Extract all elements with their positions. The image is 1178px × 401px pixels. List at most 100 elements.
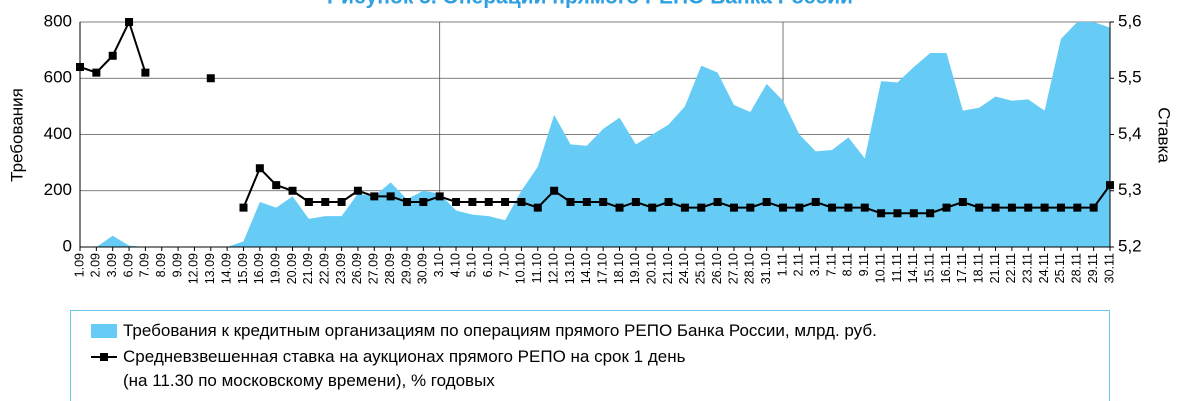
area [80,22,1110,247]
y2-axis-label: Ставка [1155,107,1174,163]
marker [877,209,886,218]
x-tick-label: 9.09 [170,253,184,277]
marker [631,198,640,206]
marker [1073,203,1082,212]
x-tick-label: 7.10 [497,253,511,277]
marker [779,203,788,212]
x-tick-label: 10.10 [514,253,528,284]
x-tick-label: 17.11 [955,253,969,283]
marker [468,198,477,206]
x-tick-label: 21.09 [301,253,315,284]
x-tick-label: 13.09 [203,253,217,284]
chart-title: Рисунок 5. Операции прямого РЕПО Банка Р… [327,0,853,9]
y-tick-label: 200 [44,180,72,199]
x-tick-label: 15.11 [922,253,936,283]
y2-tick-label: 5,4 [1118,124,1142,143]
marker [1089,203,1098,212]
legend: Требования к кредитным организациям по о… [70,310,1110,401]
x-tick-label: 31.10 [759,253,773,284]
marker [141,68,150,77]
x-tick-label: 22.11 [1004,253,1018,283]
x-tick-label: 24.10 [677,253,691,284]
x-tick-label: 7.09 [138,253,152,277]
marker [1007,203,1016,212]
x-tick-label: 18.10 [612,253,626,284]
marker [92,68,101,77]
x-tick-label: 20.09 [285,253,299,284]
x-tick-label: 7.11 [824,253,838,276]
marker [664,198,673,206]
x-tick-label: 19.10 [628,253,642,284]
x-tick-label: 14.09 [219,253,233,284]
x-tick-label: 16.09 [252,253,266,284]
x-tick-label: 3.10 [432,253,446,277]
marker [353,186,362,195]
marker [517,198,526,206]
marker [321,198,330,206]
y2-tick-label: 5,3 [1118,180,1142,199]
legend-label: Требования к кредитным организациям по о… [123,321,877,340]
x-tick-label: 1.11 [775,253,789,276]
x-tick-label: 8.09 [154,253,168,277]
x-tick-label: 25.10 [694,253,708,284]
x-tick-label: 27.09 [367,253,381,284]
marker [615,203,624,212]
y-tick-label: 0 [63,236,72,255]
marker [272,181,281,190]
x-tick-label: 16.11 [939,253,953,283]
marker [370,192,379,201]
marker [255,164,264,173]
marker [648,203,657,212]
legend-label: Средневзвешенная ставка на аукционах пря… [123,347,686,390]
x-tick-label: 22.09 [318,253,332,284]
marker [1024,203,1033,212]
x-tick-label: 11.11 [890,253,904,282]
x-tick-label: 5.10 [465,253,479,277]
x-tick-label: 24.11 [1037,253,1051,283]
marker [729,203,738,212]
marker [501,198,510,206]
marker [402,198,411,206]
x-tick-label: 10.11 [873,253,887,283]
x-tick-label: 28.10 [743,253,757,284]
x-tick-label: 23.09 [334,253,348,284]
x-tick-label: 9.11 [857,253,871,276]
x-tick-label: 21.10 [661,253,675,284]
marker [108,51,117,60]
y-tick-label: 600 [44,68,72,87]
x-tick-label: 20.10 [645,253,659,284]
x-tick-label: 29.09 [399,253,413,284]
marker [452,198,461,206]
marker [713,198,722,206]
x-tick-label: 30.09 [416,253,430,284]
x-tick-label: 14.11 [906,253,920,283]
marker [533,203,542,212]
marker [125,18,134,26]
x-tick-label: 23.11 [1021,253,1035,283]
marker [484,198,493,206]
x-tick-label: 17.10 [595,253,609,284]
x-tick-label: 14.10 [579,253,593,284]
x-tick-label: 1.09 [72,253,86,277]
marker [206,74,215,83]
marker [958,198,967,206]
x-tick-label: 4.10 [448,253,462,277]
x-tick-label: 12.09 [187,253,201,284]
y-axis-label: Требования [7,88,26,182]
marker [697,203,706,212]
x-tick-label: 2.11 [792,253,806,276]
marker [844,203,853,212]
x-tick-label: 25.11 [1053,253,1067,283]
marker [746,203,755,212]
marker [860,203,869,212]
x-tick-label: 3.09 [105,253,119,277]
y-tick-label: 800 [44,11,72,30]
marker [1040,203,1049,212]
marker [975,203,984,212]
x-tick-label: 6.09 [121,253,135,277]
marker [795,203,804,212]
x-tick-label: 28.09 [383,253,397,284]
legend-marker [100,353,108,361]
marker [926,209,935,218]
